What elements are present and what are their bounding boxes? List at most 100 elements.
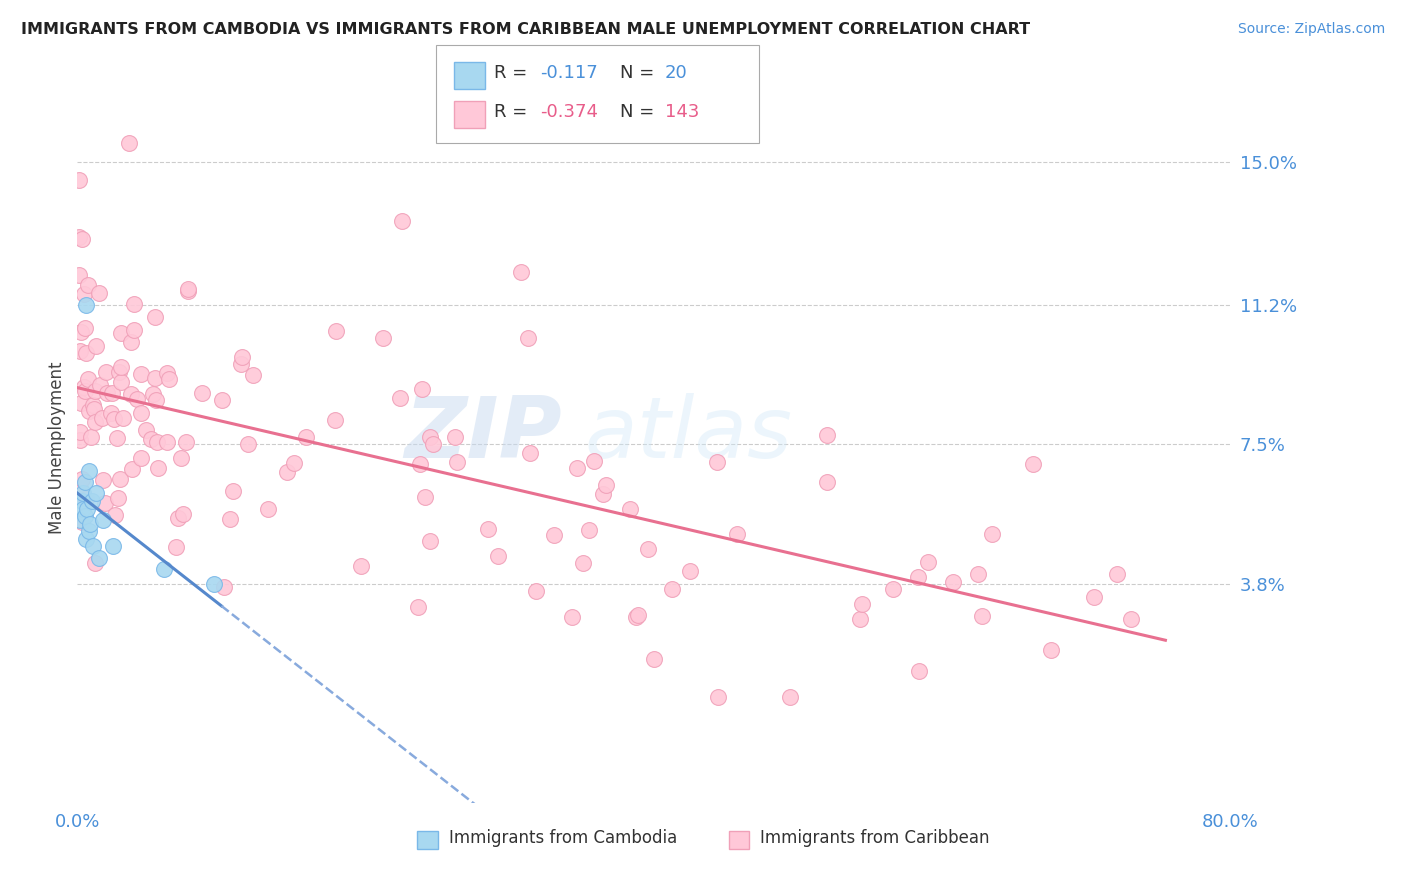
Point [145, 393, 167, 408]
Point [84, 415, 107, 429]
Point [907, 570, 929, 584]
Point [218, 512, 240, 526]
Point [679, 564, 702, 578]
Point [167, 511, 190, 525]
Point [519, 446, 541, 460]
Point [174, 434, 197, 449]
Point [75, 321, 97, 335]
Point [69, 325, 91, 339]
Point [849, 611, 872, 625]
Point [706, 455, 728, 469]
Point [77, 278, 100, 293]
Point [242, 368, 264, 383]
Point [79, 516, 101, 531]
Point [73, 379, 96, 393]
Point [117, 136, 139, 150]
Point [572, 556, 595, 570]
Text: -0.117: -0.117 [540, 64, 598, 82]
Point [706, 690, 728, 705]
Point [67, 268, 90, 282]
Point [419, 533, 441, 548]
Point [165, 540, 187, 554]
Point [1040, 643, 1063, 657]
Point [409, 457, 432, 471]
Point [87, 550, 110, 565]
Point [477, 522, 499, 536]
Point [211, 393, 233, 408]
Point [70, 483, 93, 497]
Text: R =: R = [494, 64, 527, 82]
Point [131, 367, 153, 381]
Point [77, 371, 100, 385]
Point [75, 491, 97, 506]
Point [84, 486, 107, 500]
Point [1021, 458, 1043, 472]
Text: atlas: atlas [585, 392, 793, 475]
Point [283, 456, 305, 470]
Point [77, 524, 100, 539]
Text: Source: ZipAtlas.com: Source: ZipAtlas.com [1237, 22, 1385, 37]
Point [112, 410, 135, 425]
Point [70, 232, 93, 246]
Point [69, 344, 91, 359]
Text: N =: N = [620, 103, 654, 120]
Point [146, 461, 169, 475]
Point [231, 351, 253, 365]
Point [177, 282, 200, 296]
Point [82, 539, 104, 553]
Point [406, 600, 429, 615]
Point [323, 412, 346, 426]
Point [422, 437, 444, 451]
Point [967, 567, 990, 582]
Point [222, 483, 245, 498]
Point [917, 555, 939, 569]
Point [70, 472, 93, 486]
Point [851, 597, 873, 611]
Point [129, 450, 152, 465]
Y-axis label: Male Unemployment: Male Unemployment [48, 362, 66, 534]
Point [120, 387, 142, 401]
Point [156, 434, 179, 449]
Point [67, 230, 90, 244]
Point [257, 502, 280, 516]
Point [565, 461, 588, 475]
Point [104, 508, 127, 523]
Point [595, 478, 617, 492]
Point [70, 395, 93, 409]
Point [592, 487, 614, 501]
Point [83, 384, 105, 398]
Text: -0.374: -0.374 [540, 103, 598, 120]
Point [214, 581, 236, 595]
Point [236, 436, 259, 450]
Point [972, 609, 994, 624]
Point [980, 527, 1002, 541]
Point [583, 454, 606, 468]
Point [69, 425, 91, 439]
Point [121, 461, 143, 475]
Point [815, 475, 838, 490]
Point [108, 365, 131, 379]
Point [69, 433, 91, 447]
Point [77, 464, 100, 478]
Point [70, 494, 93, 508]
Point [108, 472, 131, 486]
Point [124, 296, 146, 310]
Point [619, 501, 641, 516]
Text: Immigrants from Cambodia: Immigrants from Cambodia [449, 830, 676, 847]
Point [70, 515, 93, 529]
Point [371, 331, 394, 345]
Point [229, 357, 252, 371]
Point [80, 430, 103, 444]
Point [67, 173, 90, 187]
Point [561, 609, 583, 624]
Point [779, 690, 801, 705]
Point [517, 331, 540, 345]
Point [627, 608, 650, 623]
Point [96, 385, 118, 400]
Point [73, 509, 96, 524]
Point [73, 475, 96, 490]
Point [643, 652, 665, 666]
Point [146, 434, 169, 449]
Point [908, 664, 931, 678]
Point [129, 406, 152, 420]
